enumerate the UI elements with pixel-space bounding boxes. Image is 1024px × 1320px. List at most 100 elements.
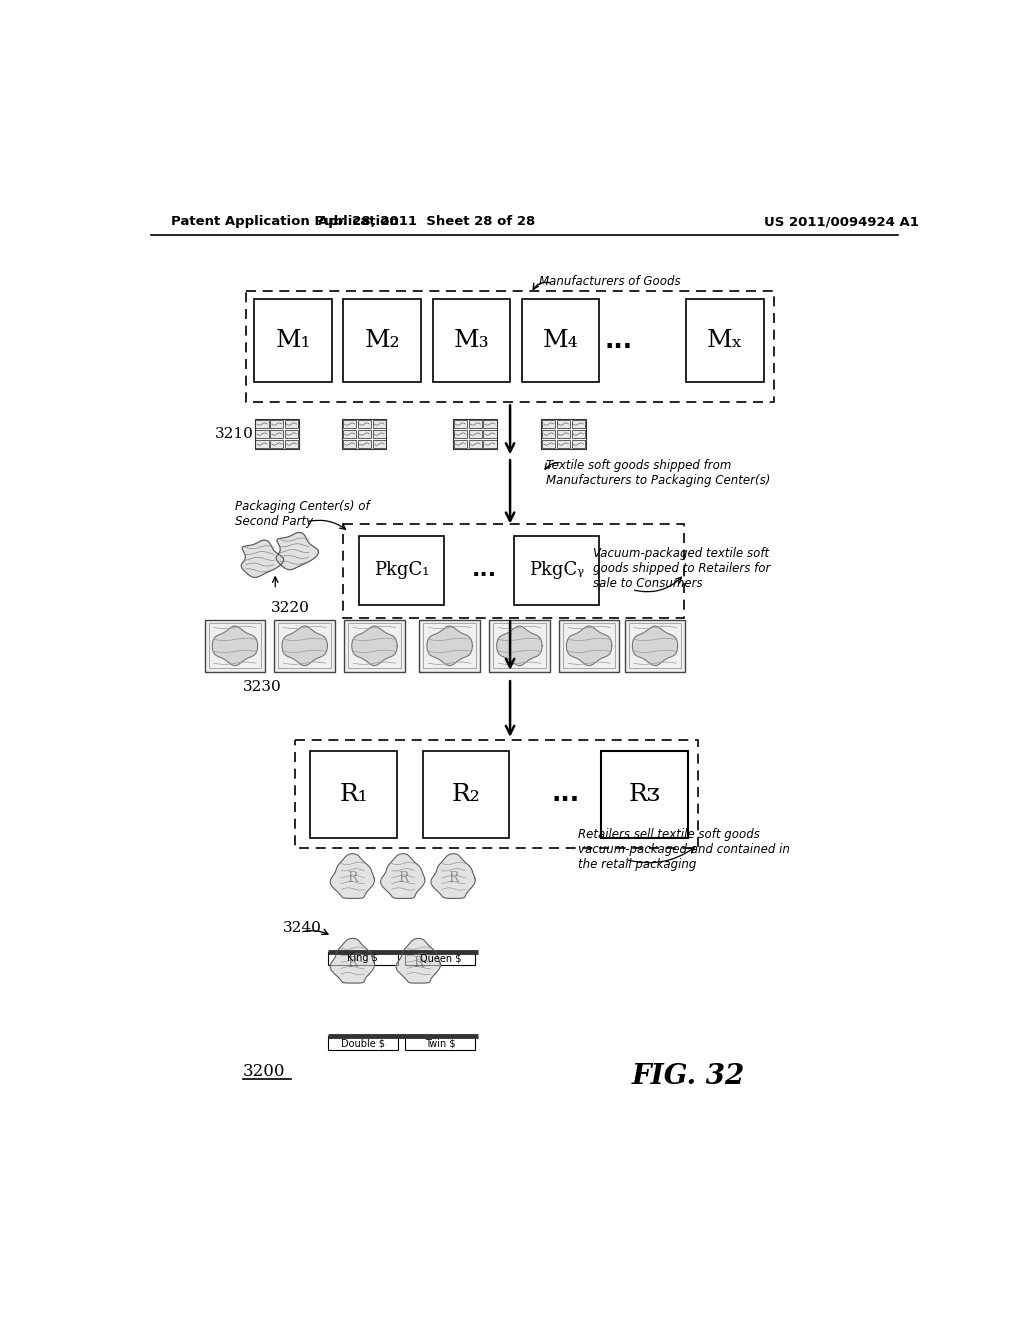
Bar: [254, 300, 332, 383]
Bar: [571, 420, 585, 428]
Text: R: R: [347, 956, 358, 970]
Text: Retailers sell textile soft goods
vacuum-packaged and contained in
the retail pa: Retailers sell textile soft goods vacuum…: [578, 829, 790, 871]
Bar: [543, 430, 555, 438]
Polygon shape: [330, 854, 375, 899]
Bar: [542, 418, 586, 449]
Bar: [423, 623, 476, 668]
Bar: [343, 300, 421, 383]
Polygon shape: [212, 626, 258, 665]
Text: R: R: [398, 871, 409, 886]
Bar: [209, 623, 261, 668]
Text: 3240: 3240: [283, 921, 322, 935]
Text: PkgC₁: PkgC₁: [374, 561, 429, 579]
Bar: [454, 420, 467, 428]
Text: Double $: Double $: [341, 1038, 385, 1048]
Bar: [629, 623, 681, 668]
Text: Textile soft goods shipped from
Manufacturers to Packaging Center(s): Textile soft goods shipped from Manufact…: [547, 459, 771, 487]
Bar: [343, 524, 684, 618]
Polygon shape: [431, 854, 475, 899]
Bar: [557, 420, 570, 428]
Bar: [406, 1036, 475, 1051]
Text: M₄: M₄: [543, 330, 579, 352]
Bar: [285, 430, 298, 438]
Polygon shape: [276, 532, 318, 570]
Bar: [469, 430, 481, 438]
Bar: [255, 418, 299, 449]
Polygon shape: [282, 626, 328, 665]
Text: R: R: [414, 956, 424, 970]
Polygon shape: [427, 626, 472, 665]
Polygon shape: [633, 626, 678, 665]
Bar: [342, 418, 386, 449]
Text: Patent Application Publication: Patent Application Publication: [171, 215, 398, 228]
Bar: [625, 619, 685, 672]
Text: Twin $: Twin $: [425, 1038, 456, 1048]
Bar: [373, 420, 386, 428]
Bar: [489, 619, 550, 672]
Bar: [557, 430, 570, 438]
Bar: [521, 300, 599, 383]
Text: 3210: 3210: [215, 428, 254, 441]
Text: Vacuum-packaged textile soft
goods shipped to Retailers for
sale to Consumers: Vacuum-packaged textile soft goods shipp…: [593, 548, 770, 590]
Text: PkgCᵧ: PkgCᵧ: [529, 561, 584, 579]
Bar: [359, 536, 444, 605]
Bar: [279, 623, 331, 668]
Text: US 2011/0094924 A1: US 2011/0094924 A1: [764, 215, 919, 228]
Bar: [270, 430, 284, 438]
Polygon shape: [330, 939, 375, 983]
Bar: [295, 739, 697, 847]
Bar: [373, 440, 386, 449]
Bar: [310, 751, 397, 838]
Bar: [469, 440, 481, 449]
Bar: [285, 420, 298, 428]
Bar: [557, 440, 570, 449]
Bar: [255, 430, 268, 438]
Polygon shape: [242, 540, 284, 577]
Bar: [270, 420, 284, 428]
Bar: [454, 430, 467, 438]
Polygon shape: [352, 626, 397, 665]
Bar: [686, 300, 764, 383]
Text: FIG. 32: FIG. 32: [632, 1063, 745, 1090]
Text: Rᴣ: Rᴣ: [628, 783, 660, 807]
Bar: [343, 420, 356, 428]
Bar: [483, 430, 497, 438]
Bar: [270, 440, 284, 449]
Text: R₁: R₁: [339, 783, 368, 807]
Bar: [406, 952, 475, 965]
Bar: [493, 623, 546, 668]
Bar: [571, 440, 585, 449]
Bar: [328, 1036, 397, 1051]
Bar: [453, 418, 498, 449]
Text: 3220: 3220: [271, 601, 310, 615]
Polygon shape: [497, 626, 542, 665]
Bar: [559, 619, 620, 672]
Bar: [246, 290, 774, 403]
Text: Manufacturers of Goods: Manufacturers of Goods: [539, 276, 680, 289]
Bar: [373, 430, 386, 438]
Bar: [357, 440, 371, 449]
Text: R: R: [449, 871, 459, 886]
Text: M₃: M₃: [454, 330, 489, 352]
Bar: [543, 440, 555, 449]
Polygon shape: [381, 854, 425, 899]
Bar: [285, 440, 298, 449]
Bar: [601, 751, 687, 838]
Text: Packaging Center(s) of
Second Party: Packaging Center(s) of Second Party: [234, 499, 370, 528]
Text: Queen $: Queen $: [420, 953, 461, 964]
Polygon shape: [566, 626, 611, 665]
Bar: [348, 623, 400, 668]
Text: 3200: 3200: [243, 1063, 286, 1080]
Text: M₁: M₁: [275, 330, 311, 352]
Bar: [328, 952, 397, 965]
Bar: [571, 430, 585, 438]
Bar: [454, 440, 467, 449]
Bar: [432, 300, 510, 383]
Bar: [420, 619, 480, 672]
Bar: [469, 420, 481, 428]
Text: Apr. 28, 2011  Sheet 28 of 28: Apr. 28, 2011 Sheet 28 of 28: [317, 215, 535, 228]
Text: ...: ...: [472, 561, 497, 581]
Bar: [483, 440, 497, 449]
Polygon shape: [396, 939, 440, 983]
Bar: [514, 536, 599, 605]
